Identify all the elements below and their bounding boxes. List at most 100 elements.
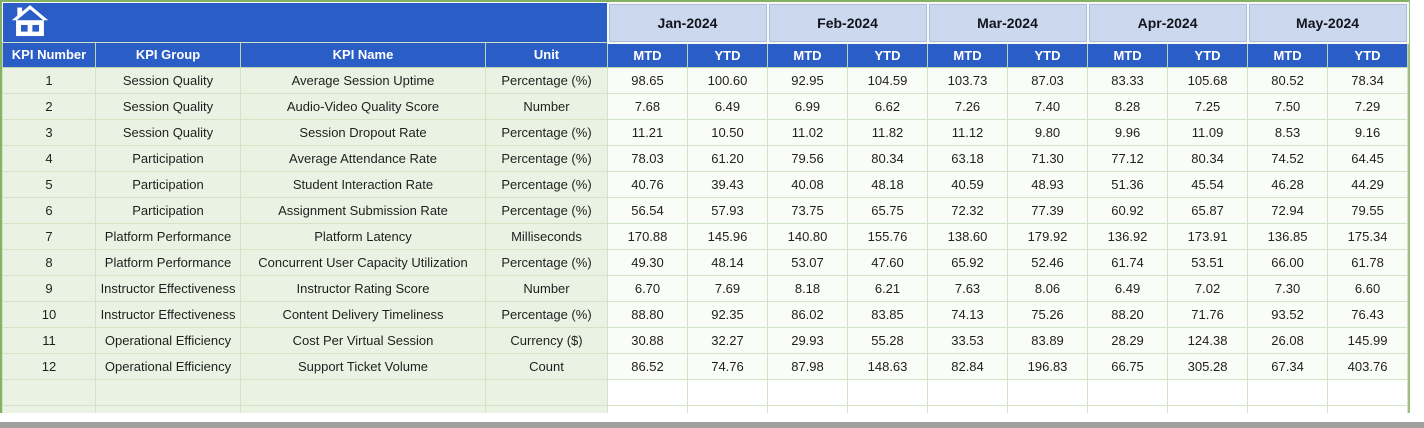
value-cell[interactable]: 175.34 <box>1327 222 1409 250</box>
col-header-mtd[interactable]: MTD <box>1247 42 1329 68</box>
value-cell[interactable]: 78.34 <box>1327 66 1409 94</box>
value-cell[interactable]: 33.53 <box>927 326 1009 354</box>
kpi-number-cell[interactable]: 2 <box>2 92 96 120</box>
month-header-may[interactable]: May-2024 <box>1246 2 1409 44</box>
value-cell[interactable]: 11.09 <box>1167 118 1249 146</box>
value-cell[interactable]: 9.96 <box>1087 118 1169 146</box>
value-cell[interactable]: 79.56 <box>767 144 848 172</box>
kpi-name-cell[interactable]: Platform Latency <box>240 222 486 250</box>
unit-cell[interactable]: Number <box>485 274 608 302</box>
col-header-unit[interactable]: Unit <box>485 42 608 68</box>
value-cell[interactable]: 9.80 <box>1007 118 1089 146</box>
value-cell[interactable]: 145.99 <box>1327 326 1409 354</box>
value-cell[interactable]: 80.34 <box>846 144 929 172</box>
value-cell[interactable]: 403.76 <box>1327 352 1409 380</box>
value-cell[interactable]: 74.13 <box>927 300 1009 328</box>
unit-cell[interactable]: Percentage (%) <box>485 66 608 94</box>
kpi-name-cell[interactable]: Average Attendance Rate <box>240 144 486 172</box>
value-cell[interactable]: 86.02 <box>767 300 848 328</box>
value-cell[interactable]: 77.39 <box>1007 196 1089 224</box>
value-cell[interactable]: 82.84 <box>927 352 1009 380</box>
value-cell[interactable]: 63.18 <box>927 144 1009 172</box>
value-cell[interactable]: 66.75 <box>1087 352 1169 380</box>
value-cell[interactable]: 87.03 <box>1007 66 1089 94</box>
kpi-number-cell[interactable]: 8 <box>2 248 96 276</box>
value-cell[interactable]: 8.18 <box>767 274 848 302</box>
value-cell[interactable]: 71.76 <box>1167 300 1249 328</box>
kpi-name-cell[interactable] <box>240 378 486 406</box>
value-cell[interactable] <box>767 378 848 406</box>
kpi-name-cell[interactable]: Student Interaction Rate <box>240 170 486 198</box>
col-header-mtd[interactable]: MTD <box>767 42 848 68</box>
unit-cell[interactable]: Currency ($) <box>485 326 608 354</box>
kpi-number-cell[interactable]: 1 <box>2 66 96 94</box>
value-cell[interactable]: 76.43 <box>1327 300 1409 328</box>
kpi-number-cell[interactable]: 11 <box>2 326 96 354</box>
col-header-ytd[interactable]: YTD <box>846 42 929 68</box>
value-cell[interactable]: 78.03 <box>607 144 688 172</box>
kpi-group-cell[interactable]: Instructor Effectiveness <box>95 274 241 302</box>
kpi-number-cell[interactable]: 12 <box>2 352 96 380</box>
value-cell[interactable]: 6.60 <box>1327 274 1409 302</box>
value-cell[interactable]: 83.89 <box>1007 326 1089 354</box>
unit-cell[interactable]: Percentage (%) <box>485 170 608 198</box>
value-cell[interactable]: 196.83 <box>1007 352 1089 380</box>
kpi-group-cell[interactable]: Participation <box>95 170 241 198</box>
month-header-feb[interactable]: Feb-2024 <box>766 2 929 44</box>
value-cell[interactable]: 170.88 <box>607 222 688 250</box>
value-cell[interactable] <box>607 378 688 406</box>
value-cell[interactable]: 72.32 <box>927 196 1009 224</box>
value-cell[interactable]: 98.65 <box>607 66 688 94</box>
value-cell[interactable]: 57.93 <box>687 196 768 224</box>
value-cell[interactable]: 45.54 <box>1167 170 1249 198</box>
value-cell[interactable]: 75.26 <box>1007 300 1089 328</box>
value-cell[interactable]: 92.35 <box>687 300 768 328</box>
value-cell[interactable]: 83.33 <box>1087 66 1169 94</box>
value-cell[interactable]: 7.40 <box>1007 92 1089 120</box>
month-header-jan[interactable]: Jan-2024 <box>606 2 769 44</box>
value-cell[interactable]: 6.21 <box>846 274 929 302</box>
kpi-group-cell[interactable]: Operational Efficiency <box>95 326 241 354</box>
value-cell[interactable]: 8.53 <box>1247 118 1329 146</box>
value-cell[interactable]: 6.99 <box>767 92 848 120</box>
value-cell[interactable]: 73.75 <box>767 196 848 224</box>
value-cell[interactable]: 32.27 <box>687 326 768 354</box>
kpi-number-cell[interactable]: 4 <box>2 144 96 172</box>
kpi-name-cell[interactable]: Session Dropout Rate <box>240 118 486 146</box>
value-cell[interactable]: 124.38 <box>1167 326 1249 354</box>
kpi-name-cell[interactable]: Concurrent User Capacity Utilization <box>240 248 486 276</box>
value-cell[interactable]: 88.20 <box>1087 300 1169 328</box>
value-cell[interactable]: 77.12 <box>1087 144 1169 172</box>
kpi-group-cell[interactable]: Session Quality <box>95 118 241 146</box>
kpi-name-cell[interactable]: Content Delivery Timeliness <box>240 300 486 328</box>
value-cell[interactable]: 9.16 <box>1327 118 1409 146</box>
value-cell[interactable]: 11.02 <box>767 118 848 146</box>
kpi-name-cell[interactable]: Average Session Uptime <box>240 66 486 94</box>
kpi-group-cell[interactable]: Participation <box>95 196 241 224</box>
col-header-kpi-group[interactable]: KPI Group <box>95 42 241 68</box>
unit-cell[interactable]: Percentage (%) <box>485 300 608 328</box>
value-cell[interactable]: 11.12 <box>927 118 1009 146</box>
value-cell[interactable]: 51.36 <box>1087 170 1169 198</box>
value-cell[interactable]: 173.91 <box>1167 222 1249 250</box>
value-cell[interactable]: 8.28 <box>1087 92 1169 120</box>
value-cell[interactable]: 93.52 <box>1247 300 1329 328</box>
value-cell[interactable] <box>927 378 1009 406</box>
value-cell[interactable]: 72.94 <box>1247 196 1329 224</box>
month-header-mar[interactable]: Mar-2024 <box>926 2 1089 44</box>
value-cell[interactable]: 11.21 <box>607 118 688 146</box>
value-cell[interactable]: 83.85 <box>846 300 929 328</box>
value-cell[interactable]: 40.76 <box>607 170 688 198</box>
value-cell[interactable] <box>1327 378 1409 406</box>
month-header-apr[interactable]: Apr-2024 <box>1086 2 1249 44</box>
unit-cell[interactable] <box>485 378 608 406</box>
value-cell[interactable]: 138.60 <box>927 222 1009 250</box>
kpi-number-cell[interactable]: 3 <box>2 118 96 146</box>
value-cell[interactable]: 7.50 <box>1247 92 1329 120</box>
value-cell[interactable]: 61.74 <box>1087 248 1169 276</box>
value-cell[interactable]: 48.14 <box>687 248 768 276</box>
value-cell[interactable]: 64.45 <box>1327 144 1409 172</box>
col-header-ytd[interactable]: YTD <box>1167 42 1249 68</box>
value-cell[interactable]: 136.92 <box>1087 222 1169 250</box>
value-cell[interactable]: 103.73 <box>927 66 1009 94</box>
